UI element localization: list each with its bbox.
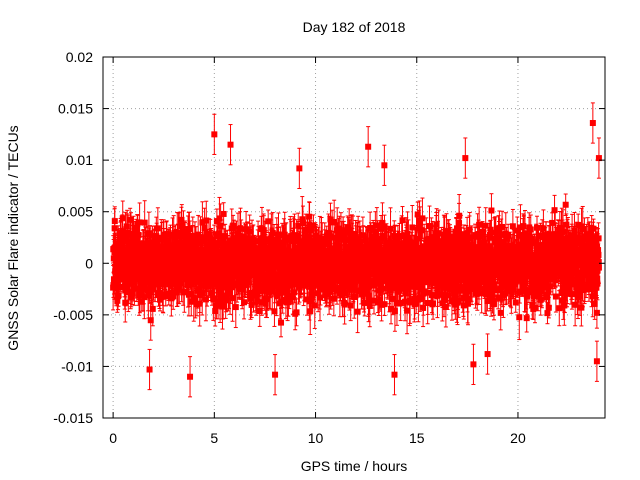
point-marker xyxy=(130,232,137,239)
point-marker xyxy=(178,280,185,287)
point-marker xyxy=(232,304,239,311)
data-series xyxy=(110,102,602,398)
point-marker xyxy=(131,285,138,292)
point-marker xyxy=(136,219,143,226)
point-marker xyxy=(170,293,177,300)
point-marker xyxy=(110,282,117,289)
point-marker xyxy=(147,317,154,324)
point-marker xyxy=(181,288,188,295)
point-marker xyxy=(119,215,126,222)
point-marker xyxy=(114,275,121,282)
point-marker xyxy=(154,225,161,232)
point-marker xyxy=(136,240,143,247)
point-marker xyxy=(220,210,227,217)
point-marker xyxy=(145,292,152,299)
point-marker xyxy=(136,272,143,279)
point-marker xyxy=(173,247,180,254)
point-marker xyxy=(111,218,118,225)
point-marker xyxy=(142,278,149,285)
point-marker xyxy=(237,225,244,232)
point-marker xyxy=(140,285,147,292)
point-marker xyxy=(119,253,126,260)
point-marker xyxy=(162,293,169,300)
point-marker xyxy=(212,308,219,315)
point-marker xyxy=(115,292,122,299)
point-marker xyxy=(141,294,148,301)
point-marker xyxy=(122,279,129,286)
point-marker xyxy=(127,216,134,223)
point-marker xyxy=(141,219,148,226)
point-marker xyxy=(139,260,146,267)
point-marker xyxy=(144,262,151,269)
point-marker xyxy=(125,289,132,296)
point-marker xyxy=(133,225,140,232)
point-marker xyxy=(163,231,170,238)
point-marker xyxy=(117,275,124,282)
point-marker xyxy=(129,290,136,297)
point-marker xyxy=(219,303,226,310)
point-marker xyxy=(121,257,128,264)
point-marker xyxy=(269,229,276,236)
point-marker xyxy=(114,297,121,304)
point-marker xyxy=(241,299,248,306)
point-marker xyxy=(278,319,285,326)
